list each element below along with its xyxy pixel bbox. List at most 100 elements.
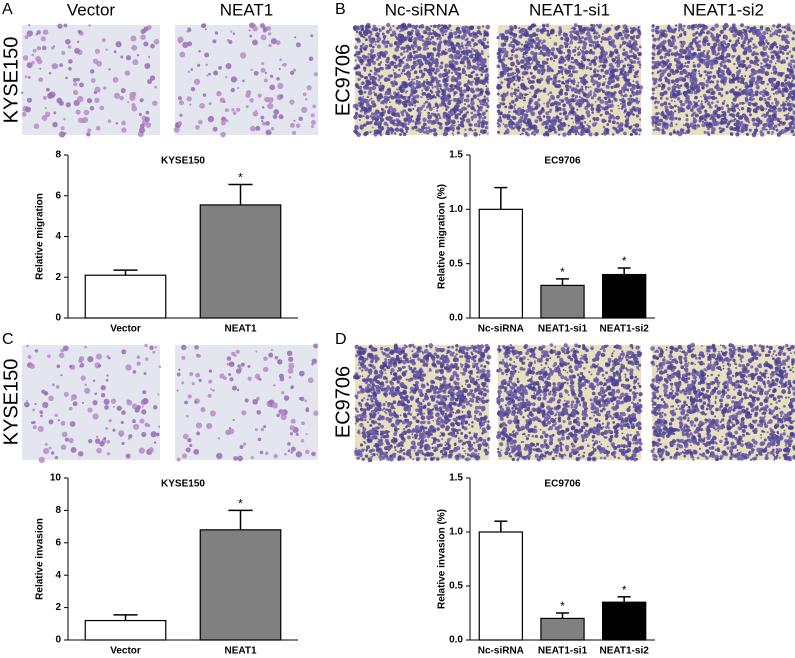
cell (220, 132, 226, 138)
cell (762, 31, 766, 35)
cell (565, 80, 569, 84)
cell (413, 51, 416, 54)
cell (665, 68, 668, 71)
cell (663, 101, 667, 105)
cell (221, 120, 226, 125)
cell (26, 400, 28, 402)
cell (588, 126, 591, 129)
cell (365, 63, 368, 66)
image-label: NEAT1-si2 (683, 0, 764, 19)
cell (189, 372, 193, 376)
cell (432, 95, 435, 98)
cell (417, 46, 422, 51)
cell (690, 108, 693, 111)
cell (228, 373, 231, 376)
cell (786, 97, 789, 100)
cell (399, 34, 401, 36)
cell (413, 26, 416, 29)
cell (753, 130, 757, 134)
cell (223, 376, 227, 380)
cell (356, 38, 360, 42)
cell (137, 405, 141, 409)
cell (624, 94, 628, 98)
cell (625, 116, 627, 118)
cell (600, 41, 602, 43)
cell (718, 70, 720, 72)
cell (424, 31, 427, 34)
cell (115, 41, 121, 47)
cell (635, 128, 638, 131)
cell (422, 118, 426, 122)
cell (654, 28, 657, 31)
cell (468, 123, 471, 126)
cell (365, 79, 369, 83)
cell (758, 120, 763, 125)
cell (691, 114, 694, 117)
cell (790, 55, 793, 58)
cell (748, 88, 753, 93)
cell (565, 84, 569, 88)
cell (408, 344, 412, 348)
cell (448, 99, 451, 102)
cell (301, 107, 307, 113)
cell (791, 96, 795, 100)
cell (393, 69, 395, 71)
cell (714, 60, 719, 65)
cell (631, 91, 634, 94)
cell (132, 419, 136, 423)
cell (763, 98, 766, 101)
cell (481, 121, 485, 125)
micrograph (21, 23, 160, 137)
cell (597, 97, 601, 101)
cell (158, 426, 160, 428)
panel-letter: B (335, 1, 346, 18)
cell (608, 120, 611, 123)
cell (785, 100, 787, 102)
cell (545, 111, 549, 115)
cell (427, 115, 429, 117)
cell (453, 31, 457, 35)
cell (179, 100, 184, 105)
cell (299, 371, 305, 377)
cell (447, 44, 450, 47)
cell (673, 46, 677, 50)
cell (639, 119, 641, 121)
cell (414, 72, 417, 75)
cell (179, 52, 185, 58)
cell (780, 50, 782, 52)
cell (682, 77, 687, 82)
cell (483, 365, 486, 368)
cell (208, 394, 212, 398)
cell (613, 91, 616, 94)
cell (374, 129, 378, 133)
cell (187, 28, 191, 32)
cell (359, 90, 362, 93)
cell (720, 55, 724, 59)
cell (556, 73, 558, 75)
cell (314, 72, 318, 76)
cell (88, 24, 91, 27)
cell (53, 45, 55, 47)
cell (629, 83, 631, 85)
cell (293, 120, 295, 122)
cell (117, 406, 122, 411)
cell (636, 85, 640, 89)
cell (427, 402, 431, 406)
cell (789, 69, 794, 74)
cell (576, 109, 578, 111)
cell (611, 100, 614, 103)
cell (594, 41, 597, 44)
cell (617, 25, 620, 28)
cell (254, 24, 256, 26)
cell (574, 23, 578, 27)
cell (735, 132, 739, 136)
cell (76, 110, 81, 115)
cell (530, 85, 535, 90)
cell (608, 113, 611, 116)
cell (79, 365, 81, 367)
cell (616, 60, 621, 65)
cell (139, 448, 145, 454)
cell (538, 52, 541, 55)
cell (752, 43, 755, 46)
cell (68, 67, 72, 71)
